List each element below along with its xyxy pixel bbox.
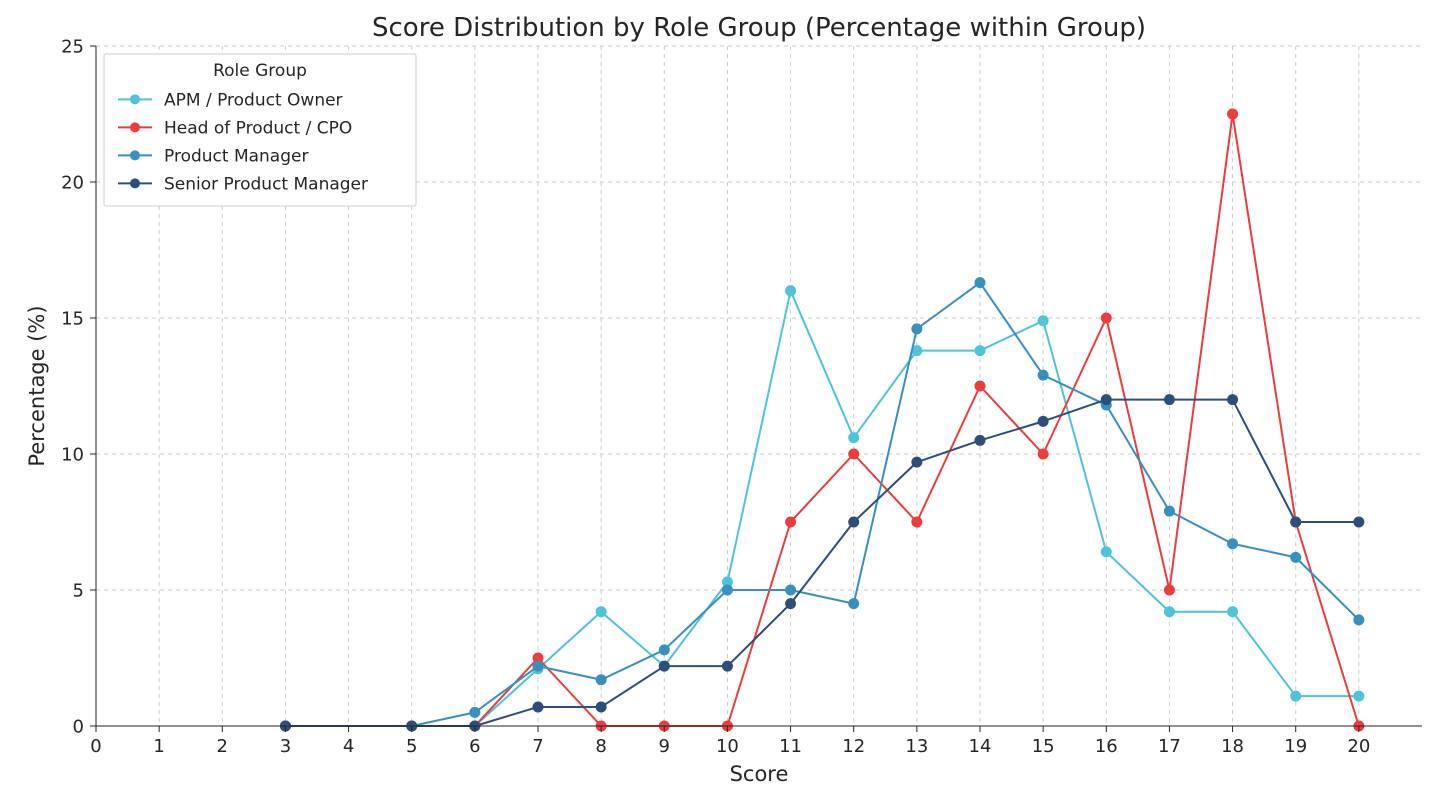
series-marker xyxy=(786,286,796,296)
series-marker xyxy=(1038,370,1048,380)
series-marker xyxy=(1354,517,1364,527)
series-marker xyxy=(975,435,985,445)
series-marker xyxy=(1291,691,1301,701)
series-marker xyxy=(1101,313,1111,323)
ytick-label: 0 xyxy=(73,716,84,737)
legend-swatch-marker xyxy=(130,178,140,188)
series-marker xyxy=(1101,395,1111,405)
series-marker xyxy=(533,702,543,712)
series-marker xyxy=(975,346,985,356)
legend-swatch-marker xyxy=(130,122,140,132)
series-marker xyxy=(596,675,606,685)
legend-item-label: Product Manager xyxy=(164,146,308,166)
xtick-label: 7 xyxy=(532,736,543,757)
legend-swatch-marker xyxy=(130,94,140,104)
series-marker xyxy=(786,517,796,527)
chart-title: Score Distribution by Role Group (Percen… xyxy=(372,13,1146,43)
ytick-label: 5 xyxy=(73,580,84,601)
y-axis-label: Percentage (%) xyxy=(25,305,49,466)
series-marker xyxy=(1164,607,1174,617)
series-marker xyxy=(659,661,669,671)
xtick-label: 1 xyxy=(153,736,164,757)
xtick-label: 19 xyxy=(1284,736,1307,757)
xtick-label: 10 xyxy=(716,736,739,757)
legend-item-label: Head of Product / CPO xyxy=(164,118,352,138)
series-marker xyxy=(912,517,922,527)
ytick-label: 20 xyxy=(61,172,84,193)
series-marker xyxy=(975,381,985,391)
legend-title: Role Group xyxy=(213,61,307,81)
xtick-label: 14 xyxy=(969,736,992,757)
xtick-label: 16 xyxy=(1095,736,1118,757)
series-marker xyxy=(849,517,859,527)
series-marker xyxy=(975,278,985,288)
series-marker xyxy=(596,702,606,712)
series-marker xyxy=(1038,449,1048,459)
legend-swatch-marker xyxy=(130,150,140,160)
xtick-label: 13 xyxy=(905,736,928,757)
xtick-label: 8 xyxy=(595,736,606,757)
series-marker xyxy=(849,599,859,609)
series-marker xyxy=(1291,517,1301,527)
series-marker xyxy=(1354,691,1364,701)
xtick-label: 11 xyxy=(779,736,802,757)
series-marker xyxy=(786,585,796,595)
series-marker xyxy=(722,585,732,595)
series-marker xyxy=(470,707,480,717)
chart-container: 0123456789101112131415161718192005101520… xyxy=(0,0,1456,803)
xtick-label: 4 xyxy=(343,736,354,757)
xtick-label: 20 xyxy=(1347,736,1370,757)
legend-item-label: APM / Product Owner xyxy=(164,90,343,110)
series-marker xyxy=(912,457,922,467)
ytick-label: 10 xyxy=(61,444,84,465)
xtick-label: 15 xyxy=(1032,736,1055,757)
xtick-label: 6 xyxy=(469,736,480,757)
line-chart: 0123456789101112131415161718192005101520… xyxy=(0,0,1456,803)
series-marker xyxy=(1228,607,1238,617)
series-marker xyxy=(1354,615,1364,625)
xtick-label: 3 xyxy=(280,736,291,757)
series-marker xyxy=(786,599,796,609)
series-marker xyxy=(1228,395,1238,405)
ytick-label: 25 xyxy=(61,36,84,57)
legend-item-label: Senior Product Manager xyxy=(164,174,368,194)
series-marker xyxy=(596,607,606,617)
series-marker xyxy=(533,661,543,671)
series-marker xyxy=(849,449,859,459)
series-marker xyxy=(849,433,859,443)
series-marker xyxy=(1164,585,1174,595)
series-marker xyxy=(1164,395,1174,405)
series-marker xyxy=(1291,552,1301,562)
xtick-label: 5 xyxy=(406,736,417,757)
series-marker xyxy=(1038,316,1048,326)
xtick-label: 9 xyxy=(659,736,670,757)
xtick-label: 2 xyxy=(217,736,228,757)
series-marker xyxy=(912,324,922,334)
series-marker xyxy=(1038,416,1048,426)
xtick-label: 0 xyxy=(90,736,101,757)
series-marker xyxy=(1228,109,1238,119)
series-marker xyxy=(1164,506,1174,516)
xtick-label: 12 xyxy=(842,736,865,757)
series-marker xyxy=(1101,547,1111,557)
x-axis-label: Score xyxy=(730,762,789,786)
xtick-label: 18 xyxy=(1221,736,1244,757)
series-marker xyxy=(722,661,732,671)
series-marker xyxy=(1228,539,1238,549)
series-marker xyxy=(659,645,669,655)
ytick-label: 15 xyxy=(61,308,84,329)
legend: Role Group APM / Product Owner Head of Pro… xyxy=(104,54,416,206)
xtick-label: 17 xyxy=(1158,736,1181,757)
